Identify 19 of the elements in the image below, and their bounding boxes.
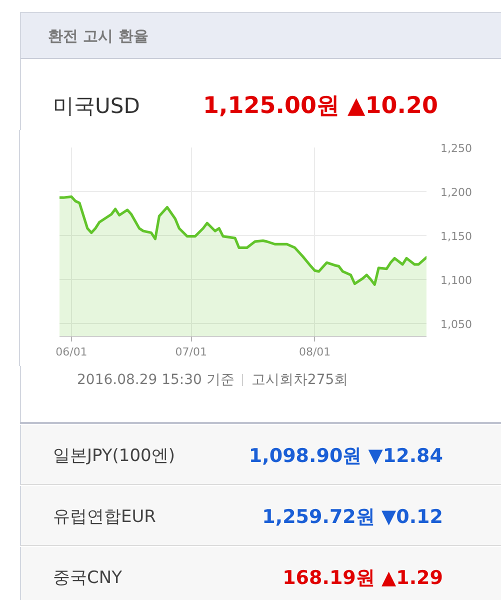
- text: 일본JPY(100엔): [53, 445, 175, 467]
- text: 중국CNY: [53, 567, 122, 589]
- text: 2016.08.29 15:30 기준: [77, 371, 234, 389]
- chart-subtitle: 미국USD: [53, 93, 140, 120]
- text: 유럽연합EUR: [53, 506, 156, 528]
- y-tick-label: 1,200: [440, 186, 472, 199]
- text: 1,098.90원 ▼12.84: [248, 444, 443, 468]
- text: 1,125.00원 ▲10.20: [203, 92, 438, 121]
- x-tick-label: 08/01: [298, 346, 331, 358]
- y-tick-label: 1,150: [440, 230, 472, 243]
- y-tick-label: 1,050: [440, 318, 472, 331]
- text: 1,259.72원 ▼0.12: [262, 505, 443, 529]
- x-tick-label: 06/01: [56, 346, 88, 358]
- y-tick-label: 1,250: [440, 142, 472, 155]
- chart-title: 환전 고시 환율: [48, 26, 148, 46]
- text: 고시회차275회: [251, 371, 348, 389]
- text: 168.19원 ▲1.29: [282, 566, 443, 590]
- x-tick-label: 07/01: [175, 346, 207, 358]
- y-tick-label: 1,100: [440, 274, 472, 287]
